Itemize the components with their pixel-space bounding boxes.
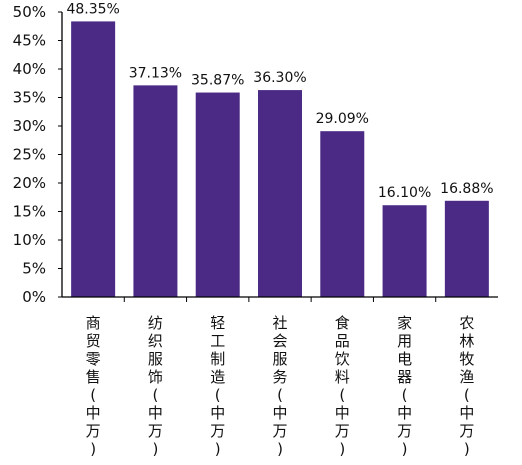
- y-tick-label: 0%: [22, 288, 46, 306]
- bar: [71, 21, 116, 298]
- category-label: 纺织服饰(中万): [148, 314, 163, 458]
- y-tick-label: 50%: [13, 3, 46, 21]
- category-label: 家用电器(中万): [397, 314, 412, 458]
- y-axis-ticks: 0% 5% 10% 15% 20% 25% 30% 35% 40% 45% 50%: [13, 3, 437, 306]
- data-label: 36.30%: [253, 70, 306, 86]
- bar: [382, 205, 427, 297]
- data-label: 16.88%: [440, 181, 493, 197]
- data-labels-group: 48.35% 37.13% 35.87% 36.30% 29.09% 16.10% 16.8…: [66, 1, 493, 201]
- data-label: 35.87%: [191, 73, 244, 89]
- y-tick-label: 10%: [13, 231, 46, 249]
- data-label: 48.35%: [66, 1, 119, 17]
- y-tick-label: 25%: [13, 146, 46, 164]
- bar: [258, 90, 302, 297]
- data-label: 16.10%: [378, 185, 431, 201]
- bar: [195, 92, 240, 297]
- bar: [320, 131, 365, 297]
- category-label: 社会服务(中万): [272, 314, 287, 458]
- y-tick-label: 5%: [22, 260, 46, 278]
- category-label: 商贸零售(中万): [86, 314, 101, 458]
- bar: [444, 200, 489, 297]
- data-label: 37.13%: [129, 65, 182, 81]
- y-tick-label: 45%: [13, 32, 46, 50]
- category-label: 轻工制造(中万): [210, 314, 225, 458]
- y-tick-label: 15%: [13, 203, 46, 221]
- y-tick-label: 40%: [13, 60, 46, 78]
- bars-group: [71, 21, 489, 298]
- bar: [133, 85, 178, 297]
- y-tick-label: 20%: [13, 174, 46, 192]
- data-label: 29.09%: [316, 111, 369, 127]
- category-labels-group: 商贸零售(中万) 纺织服饰(中万) 轻工制造(中万) 社会服务(中万) 食品饮料(中万)…: [86, 314, 475, 458]
- category-label: 食品饮料(中万): [335, 314, 350, 458]
- y-tick-label: 30%: [13, 117, 46, 135]
- y-tick-label: 35%: [13, 89, 46, 107]
- category-label: 农林牧渔(中万): [459, 314, 474, 458]
